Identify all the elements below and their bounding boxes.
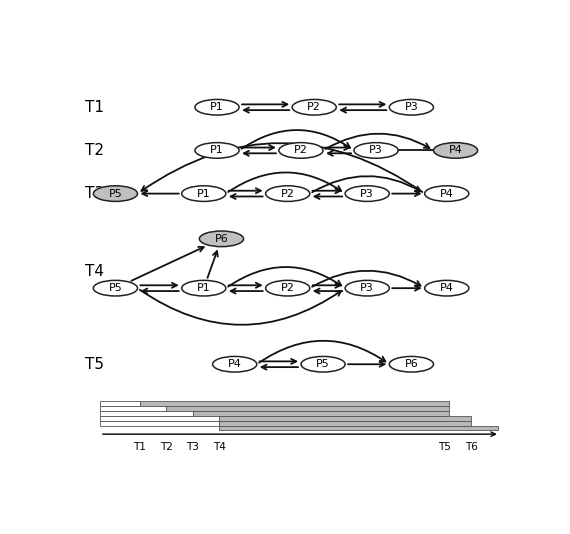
Bar <box>100 411 193 415</box>
Text: P3: P3 <box>360 283 374 293</box>
Bar <box>166 406 449 411</box>
Ellipse shape <box>213 356 256 372</box>
Text: T2: T2 <box>84 143 104 158</box>
Ellipse shape <box>345 186 389 201</box>
Bar <box>193 411 449 415</box>
Ellipse shape <box>182 280 226 296</box>
Text: P2: P2 <box>281 189 295 199</box>
Bar <box>100 401 140 406</box>
Text: P5: P5 <box>316 359 330 369</box>
Text: P5: P5 <box>108 189 123 199</box>
Text: T1: T1 <box>84 100 104 115</box>
Ellipse shape <box>266 186 310 201</box>
Ellipse shape <box>195 99 239 115</box>
Ellipse shape <box>425 280 469 296</box>
Text: T4: T4 <box>213 442 226 452</box>
Text: P4: P4 <box>440 189 454 199</box>
Bar <box>219 421 471 426</box>
Bar <box>219 415 471 421</box>
Text: T2: T2 <box>160 442 173 452</box>
Text: P2: P2 <box>281 283 295 293</box>
Ellipse shape <box>292 99 336 115</box>
Text: P3: P3 <box>360 189 374 199</box>
Text: P6: P6 <box>405 359 418 369</box>
Ellipse shape <box>345 280 389 296</box>
Ellipse shape <box>279 143 323 158</box>
Text: P2: P2 <box>307 102 321 112</box>
Bar <box>100 415 219 421</box>
Text: T3: T3 <box>84 186 104 201</box>
Ellipse shape <box>93 280 137 296</box>
Ellipse shape <box>434 143 478 158</box>
Text: P3: P3 <box>369 145 383 155</box>
Text: P2: P2 <box>294 145 308 155</box>
Text: P1: P1 <box>197 283 211 293</box>
Text: P4: P4 <box>449 145 462 155</box>
Text: P4: P4 <box>228 359 242 369</box>
Text: T4: T4 <box>84 264 104 279</box>
Text: P1: P1 <box>197 189 211 199</box>
Text: P4: P4 <box>440 283 454 293</box>
Text: T3: T3 <box>186 442 199 452</box>
Bar <box>219 426 498 430</box>
Ellipse shape <box>389 99 433 115</box>
Ellipse shape <box>182 186 226 201</box>
Text: T5: T5 <box>84 357 104 372</box>
Text: P1: P1 <box>210 102 224 112</box>
Ellipse shape <box>195 143 239 158</box>
Ellipse shape <box>266 280 310 296</box>
Bar <box>100 421 219 426</box>
Bar <box>100 406 166 411</box>
Ellipse shape <box>200 231 243 247</box>
Ellipse shape <box>425 186 469 201</box>
Text: P1: P1 <box>210 145 224 155</box>
Text: T1: T1 <box>133 442 146 452</box>
Text: T6: T6 <box>465 442 478 452</box>
Text: T5: T5 <box>438 442 451 452</box>
Bar <box>140 401 449 406</box>
Ellipse shape <box>354 143 398 158</box>
Text: P3: P3 <box>405 102 418 112</box>
Ellipse shape <box>93 186 137 201</box>
Text: P5: P5 <box>108 283 123 293</box>
Text: P6: P6 <box>214 234 229 244</box>
Ellipse shape <box>301 356 345 372</box>
Ellipse shape <box>389 356 433 372</box>
